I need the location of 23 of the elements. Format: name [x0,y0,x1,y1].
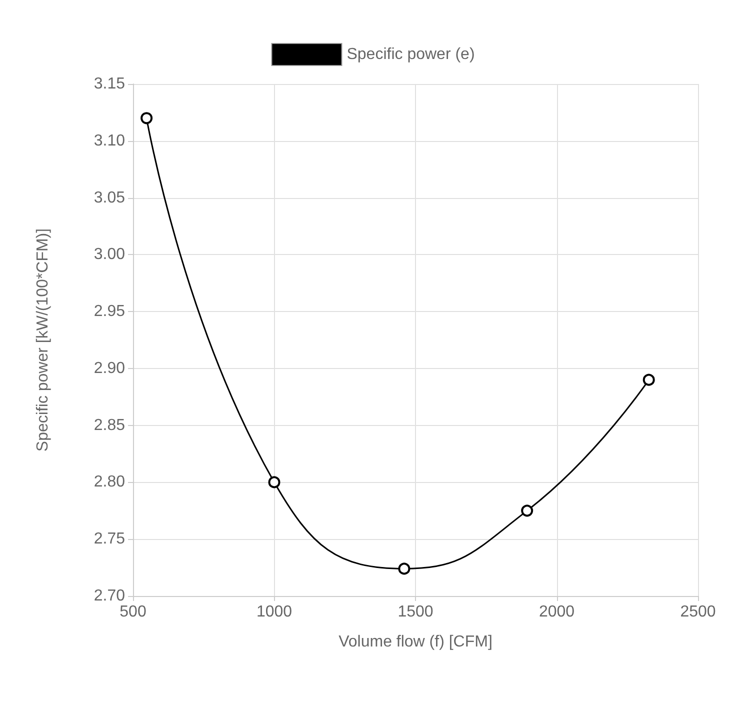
x-tick-label: 500 [120,604,146,620]
y-tick-label: 3.00 [94,246,126,264]
point [398,562,410,575]
point [642,374,655,386]
y-tick-label: 2.75 [94,530,126,548]
legend-label: Specific power (e) [346,46,475,63]
x-tick-label: 2000 [538,604,575,620]
point [140,112,153,124]
x-tick-label: 1500 [398,604,434,620]
y-tick-label: 3.10 [94,132,126,150]
x-tick-label: 2500 [680,604,716,620]
y-tick-label: 2.95 [94,303,126,320]
x-tick-label: 1000 [256,604,292,620]
y-tick-label: 2.70 [94,588,126,604]
y-tick-label: 3.15 [94,76,126,92]
y-tick-label: 2.90 [94,360,126,377]
point [268,476,280,488]
y-tick-label: 2.80 [94,474,126,491]
point [521,504,534,517]
x-axis-title: Volume flow (f) [CFM] [338,634,492,650]
y-tick-label: 3.05 [94,189,126,206]
y-axis-title: Specific power [kW/(100*CFM)] [34,228,52,452]
y-tick-label: 2.85 [94,416,126,434]
